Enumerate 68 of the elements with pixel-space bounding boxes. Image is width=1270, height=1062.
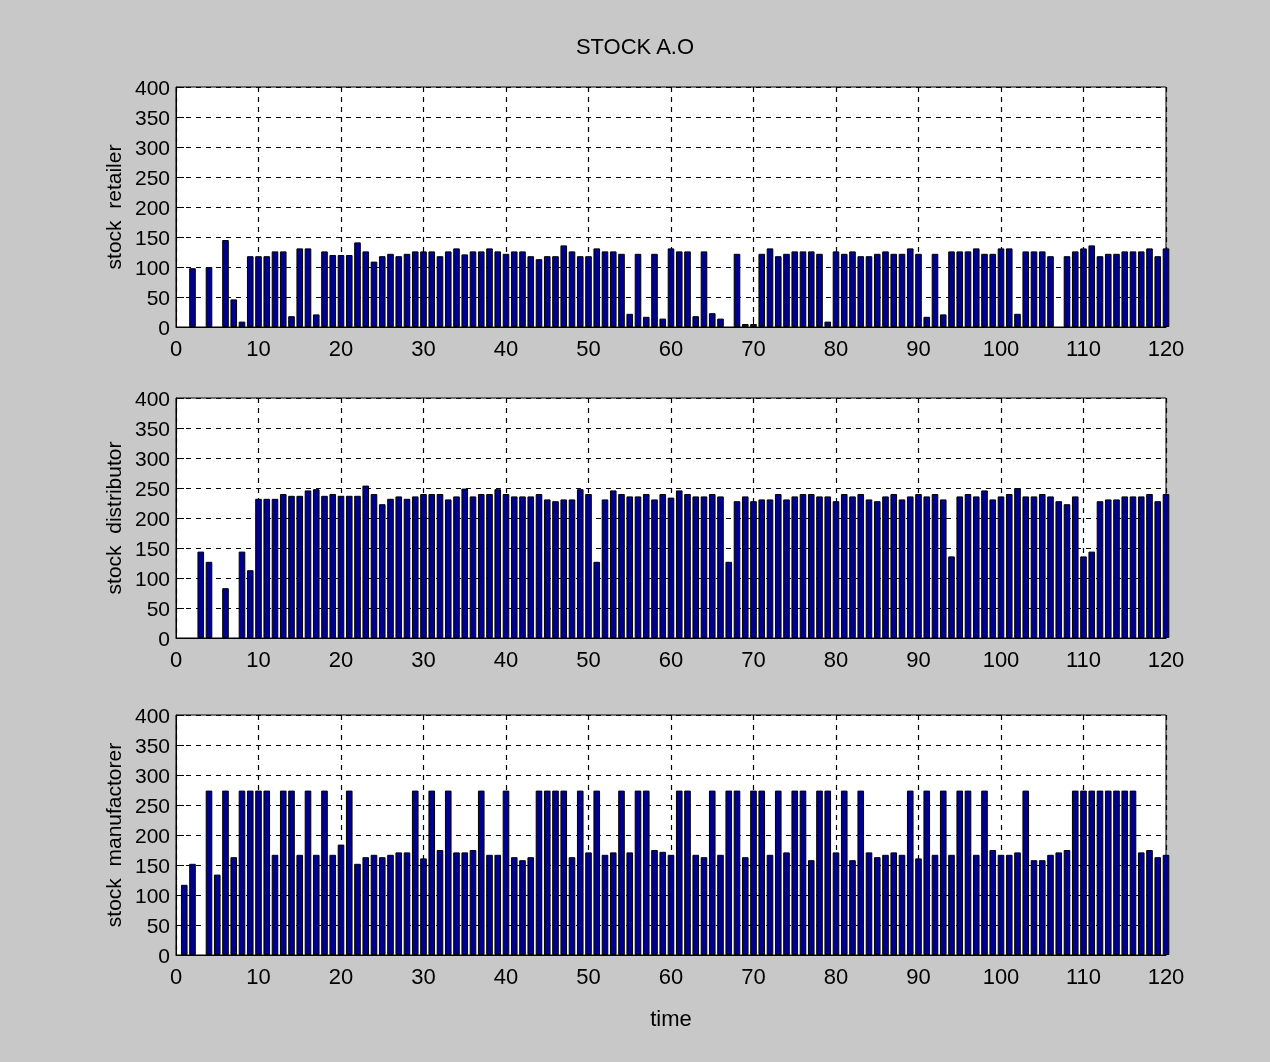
x-tick-label: 80	[823, 646, 849, 672]
y-tick-label: 100	[134, 883, 170, 907]
y-tick-label: 100	[134, 566, 170, 590]
y-tick-label: 100	[134, 255, 170, 279]
x-tick-label: 110	[1065, 963, 1102, 989]
y-tick-label: 400	[134, 386, 170, 410]
x-tick-label: 80	[823, 963, 849, 989]
y-tick-label: 300	[134, 763, 170, 787]
x-tick-label: 120	[1147, 335, 1185, 361]
x-tick-label: 110	[1065, 646, 1102, 672]
y-tick-label: 150	[134, 536, 170, 560]
x-tick-label: 70	[741, 646, 766, 672]
x-tick-label: 50	[576, 646, 601, 672]
x-tick-label: 10	[246, 335, 271, 361]
x-tick-label: 40	[493, 646, 519, 672]
x-tick-label: 50	[576, 335, 601, 361]
y-tick-label: 350	[134, 105, 170, 129]
x-tick-label: 120	[1147, 963, 1185, 989]
x-tick-label: 20	[328, 646, 354, 672]
x-tick-label: 90	[906, 646, 931, 672]
y-tick-label: 200	[134, 195, 170, 219]
y-tick-label: 200	[134, 823, 170, 847]
y-axis-title: stock manufactorer	[102, 742, 126, 928]
x-tick-label: 100	[982, 335, 1020, 361]
x-tick-label: 110	[1065, 335, 1102, 361]
y-tick-label: 150	[134, 853, 170, 877]
x-tick-label: 90	[906, 335, 931, 361]
x-tick-label: 20	[328, 963, 354, 989]
chart-title: STOCK A.O	[575, 33, 695, 59]
y-tick-label: 250	[134, 793, 170, 817]
y-axis-title: stock distributor	[102, 441, 126, 595]
y-tick-label: 300	[134, 446, 170, 470]
x-tick-label: 30	[411, 963, 436, 989]
y-tick-label: 250	[134, 165, 170, 189]
y-tick-label: 50	[146, 285, 170, 309]
x-tick-label: 30	[411, 646, 436, 672]
y-tick-label: 0	[158, 315, 170, 339]
x-tick-label: 40	[493, 963, 519, 989]
y-tick-label: 250	[134, 476, 170, 500]
x-tick-label: 10	[246, 963, 271, 989]
y-tick-label: 0	[158, 626, 170, 650]
x-tick-label: 20	[328, 335, 354, 361]
y-tick-label: 350	[134, 733, 170, 757]
x-tick-label: 70	[741, 963, 766, 989]
x-tick-label: 60	[658, 646, 684, 672]
y-tick-label: 50	[146, 596, 170, 620]
x-tick-label: 70	[741, 335, 766, 361]
x-axis-title: time	[650, 1005, 692, 1031]
x-tick-label: 100	[982, 963, 1020, 989]
x-tick-label: 120	[1147, 646, 1185, 672]
x-tick-label: 90	[906, 963, 931, 989]
x-tick-label: 60	[658, 963, 684, 989]
y-tick-label: 0	[158, 943, 170, 967]
y-tick-label: 50	[146, 913, 170, 937]
x-tick-label: 40	[493, 335, 519, 361]
x-tick-label: 100	[982, 646, 1020, 672]
y-tick-label: 400	[134, 75, 170, 99]
y-tick-label: 200	[134, 506, 170, 530]
x-tick-label: 10	[246, 646, 271, 672]
y-tick-label: 150	[134, 225, 170, 249]
y-axis-title: stock retailer	[102, 144, 126, 270]
x-tick-label: 30	[411, 335, 436, 361]
x-tick-label: 80	[823, 335, 849, 361]
y-tick-label: 400	[134, 703, 170, 727]
y-tick-label: 350	[134, 416, 170, 440]
x-tick-label: 50	[576, 963, 601, 989]
y-tick-label: 300	[134, 135, 170, 159]
x-tick-label: 60	[658, 335, 684, 361]
